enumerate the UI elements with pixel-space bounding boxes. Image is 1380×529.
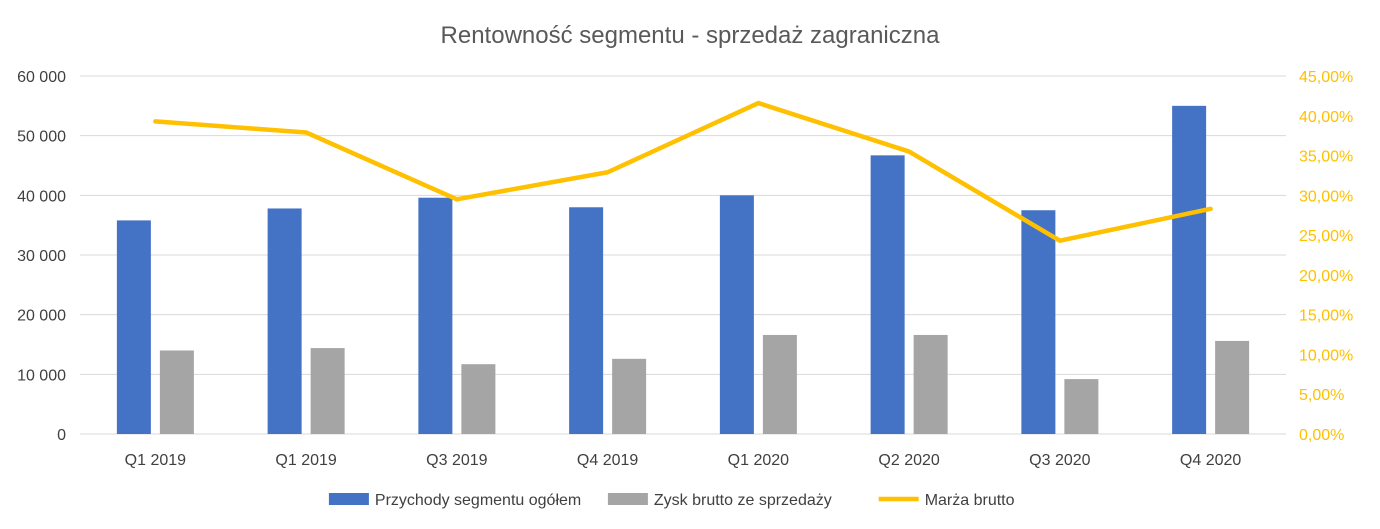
bar [418, 197, 453, 434]
right-axis-ticks: 0,00% 5,00% 10,00% 15,00% 20,00% 25,00% 30,00%… [1299, 69, 1353, 444]
legend-label: Zysk brutto ze sprzedaży [654, 492, 832, 509]
right-tick-label: 20,00% [1299, 268, 1353, 285]
bar [1215, 340, 1250, 434]
left-axis-ticks: 0 10 000 20 000 30 000 40 000 50 000 60 000 [17, 69, 66, 444]
right-tick-label: 25,00% [1299, 228, 1353, 245]
bar [310, 348, 345, 434]
x-tick-label: Q4 2019 [577, 452, 638, 469]
x-axis-ticks: Q1 2019 Q1 2019 Q3 2019 Q4 2019 Q1 2020 Q2 20… [125, 452, 1242, 469]
right-tick-label: 5,00% [1299, 387, 1344, 404]
right-tick-label: 0,00% [1299, 427, 1344, 444]
bar [461, 364, 496, 434]
right-tick-label: 45,00% [1299, 69, 1353, 86]
legend-label: Przychody segmentu ogółem [375, 492, 581, 509]
bar [719, 195, 754, 434]
legend-swatch [607, 493, 648, 505]
x-tick-label: Q1 2019 [275, 452, 336, 469]
right-tick-label: 40,00% [1299, 109, 1353, 126]
right-tick-label: 15,00% [1299, 308, 1353, 325]
series-line [153, 100, 1213, 243]
bar [1021, 210, 1056, 434]
bar [913, 334, 948, 434]
x-tick-label: Q1 2019 [125, 452, 186, 469]
legend-swatch [328, 493, 369, 505]
bar [612, 358, 647, 434]
bar [116, 220, 151, 434]
line-series [153, 100, 1213, 243]
x-tick-label: Q1 2020 [728, 452, 789, 469]
bar [569, 207, 604, 434]
right-tick-label: 10,00% [1299, 347, 1353, 364]
right-tick-label: 35,00% [1299, 149, 1353, 166]
right-tick-label: 30,00% [1299, 188, 1353, 205]
left-tick-label: 0 [57, 427, 66, 444]
legend: Przychody segmentu ogółem Zysk brutto ze … [328, 492, 1015, 509]
x-tick-label: Q4 2020 [1180, 452, 1241, 469]
legend-label: Marża brutto [925, 492, 1015, 509]
x-tick-label: Q2 2020 [878, 452, 939, 469]
bar [1172, 105, 1207, 434]
left-tick-label: 10 000 [17, 367, 66, 384]
left-tick-label: 40 000 [17, 188, 66, 205]
bar [159, 350, 194, 434]
bar [870, 155, 905, 434]
bar [267, 208, 302, 434]
chart-title: Rentowność segmentu - sprzedaż zagranicz… [441, 22, 941, 49]
x-tick-label: Q3 2019 [426, 452, 487, 469]
x-tick-label: Q3 2020 [1029, 452, 1090, 469]
left-tick-label: 30 000 [17, 248, 66, 265]
bar [762, 334, 797, 434]
bar-series [116, 105, 1250, 434]
left-tick-label: 20 000 [17, 308, 66, 325]
left-tick-label: 50 000 [17, 129, 66, 146]
bar [1064, 379, 1099, 434]
left-tick-label: 60 000 [17, 69, 66, 86]
